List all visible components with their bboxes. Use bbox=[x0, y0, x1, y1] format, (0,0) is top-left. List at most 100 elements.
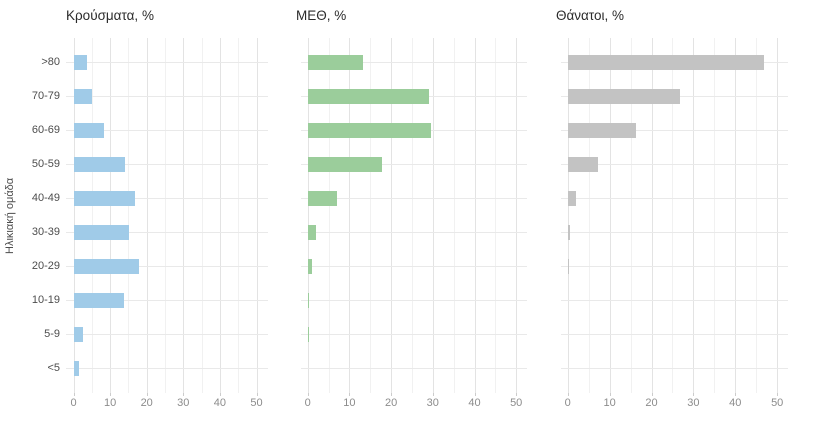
x-tick-label: 30 bbox=[426, 397, 439, 409]
x-tick-mark bbox=[651, 393, 653, 396]
y-axis-label: 50-59 bbox=[31, 158, 60, 170]
x-tick-label: 0 bbox=[304, 397, 311, 409]
bar-10-19 bbox=[307, 292, 310, 308]
bar-5-9 bbox=[73, 326, 83, 342]
horizontal-gridline bbox=[301, 300, 527, 301]
bar-70-79 bbox=[567, 88, 680, 104]
horizontal-gridline bbox=[561, 232, 788, 233]
vertical-gridline bbox=[609, 38, 611, 393]
horizontal-gridline bbox=[561, 164, 788, 165]
x-tick-mark bbox=[609, 393, 611, 396]
bar->80 bbox=[567, 54, 764, 70]
x-tick-label: 10 bbox=[343, 397, 356, 409]
horizontal-gridline bbox=[66, 334, 268, 335]
x-tick-mark bbox=[693, 393, 695, 396]
horizontal-gridline bbox=[561, 368, 788, 369]
x-tick-mark bbox=[567, 393, 569, 396]
x-tick-label: 50 bbox=[510, 397, 523, 409]
x-tick-mark bbox=[256, 393, 258, 396]
vertical-gridline bbox=[219, 38, 221, 393]
y-axis-label: >80 bbox=[41, 56, 60, 68]
x-tick-label: 40 bbox=[213, 397, 227, 409]
bar-20-29 bbox=[73, 258, 140, 274]
x-tick-label: 50 bbox=[771, 397, 784, 409]
x-tick-mark bbox=[307, 393, 309, 396]
horizontal-gridline bbox=[561, 198, 788, 199]
horizontal-gridline bbox=[66, 198, 268, 199]
x-tick-label: 30 bbox=[177, 397, 190, 409]
vertical-gridline bbox=[693, 38, 695, 393]
x-tick-label: 0 bbox=[70, 397, 77, 409]
y-axis-label: <5 bbox=[47, 362, 60, 374]
bar-5-9 bbox=[307, 326, 309, 342]
vertical-gridline bbox=[777, 38, 779, 393]
vertical-gridline bbox=[516, 38, 518, 393]
horizontal-gridline bbox=[301, 232, 527, 233]
x-tick-label: 40 bbox=[468, 397, 481, 409]
vertical-gridline bbox=[183, 38, 185, 393]
horizontal-gridline bbox=[301, 266, 527, 267]
vertical-gridline bbox=[391, 38, 393, 393]
horizontal-gridline bbox=[561, 266, 788, 267]
horizontal-gridline bbox=[301, 198, 527, 199]
horizontal-gridline bbox=[66, 266, 268, 267]
bar-40-49 bbox=[307, 190, 337, 206]
horizontal-gridline bbox=[66, 96, 268, 97]
x-tick-mark bbox=[474, 393, 476, 396]
bar-20-29 bbox=[307, 258, 312, 274]
horizontal-gridline bbox=[66, 130, 268, 131]
y-axis-label: 10-19 bbox=[31, 294, 60, 306]
bar-50-59 bbox=[567, 156, 598, 172]
bar-30-39 bbox=[567, 224, 571, 240]
plot-panel bbox=[561, 38, 788, 393]
x-tick-mark bbox=[219, 393, 221, 396]
bar-40-49 bbox=[73, 190, 136, 206]
bar-50-59 bbox=[307, 156, 383, 172]
x-tick-mark bbox=[349, 393, 351, 396]
bar-20-29 bbox=[567, 258, 569, 274]
panel-title: Κρούσματα, % bbox=[66, 8, 154, 23]
horizontal-gridline bbox=[301, 334, 527, 335]
vertical-gridline bbox=[370, 38, 372, 393]
vertical-gridline bbox=[567, 38, 569, 393]
x-tick-mark bbox=[777, 393, 779, 396]
x-tick-label: 30 bbox=[687, 397, 700, 409]
x-tick-label: 20 bbox=[384, 397, 398, 409]
vertical-gridline bbox=[128, 38, 130, 393]
x-tick-label: 20 bbox=[645, 397, 658, 409]
x-tick-label: 0 bbox=[564, 397, 571, 409]
bar-60-69 bbox=[307, 122, 431, 138]
vertical-gridline bbox=[714, 38, 716, 393]
vertical-gridline bbox=[349, 38, 351, 393]
bar-10-19 bbox=[73, 292, 125, 308]
x-tick-label: 10 bbox=[603, 397, 616, 409]
horizontal-gridline bbox=[66, 368, 268, 369]
x-tick-mark bbox=[432, 393, 434, 396]
bar-50-59 bbox=[73, 156, 126, 172]
x-tick-mark bbox=[735, 393, 737, 396]
horizontal-gridline bbox=[561, 300, 788, 301]
vertical-gridline bbox=[588, 38, 590, 393]
horizontal-gridline bbox=[66, 300, 268, 301]
horizontal-gridline bbox=[561, 130, 788, 131]
vertical-gridline bbox=[474, 38, 476, 393]
horizontal-gridline bbox=[301, 62, 527, 63]
x-tick-mark bbox=[110, 393, 112, 396]
x-tick-label: 20 bbox=[140, 397, 153, 409]
plot-panel bbox=[66, 38, 268, 393]
y-axis-label: 5-9 bbox=[44, 328, 60, 340]
horizontal-gridline bbox=[66, 164, 268, 165]
horizontal-gridline bbox=[66, 62, 268, 63]
vertical-gridline bbox=[91, 38, 93, 393]
vertical-gridline bbox=[756, 38, 758, 393]
y-axis-label: 20-29 bbox=[31, 260, 60, 272]
bar-40-49 bbox=[567, 190, 577, 206]
bar-30-39 bbox=[307, 224, 317, 240]
y-axis-label: 30-39 bbox=[31, 226, 60, 238]
bar-70-79 bbox=[307, 88, 430, 104]
vertical-gridline bbox=[256, 38, 258, 393]
vertical-gridline bbox=[146, 38, 148, 393]
y-axis-label: 40-49 bbox=[31, 192, 60, 204]
x-tick-mark bbox=[73, 393, 75, 396]
